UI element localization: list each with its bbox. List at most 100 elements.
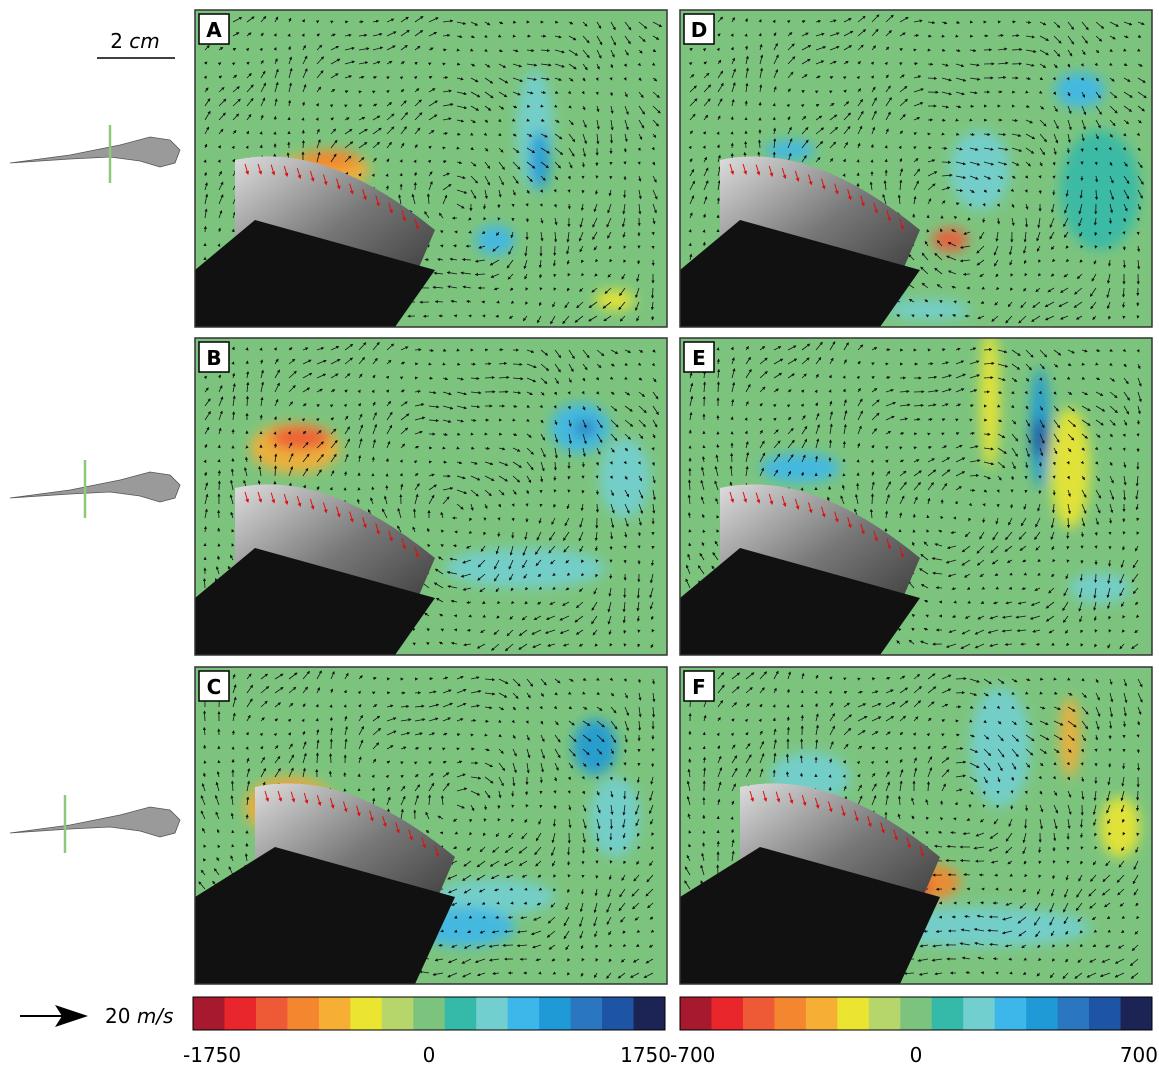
vorticity-blob	[760, 453, 840, 483]
velocity-vector	[457, 350, 459, 351]
vorticity-blob	[595, 290, 635, 310]
velocity-vector	[984, 377, 993, 378]
velocity-vector	[745, 142, 746, 148]
colorbar-swatch	[774, 997, 806, 1030]
velocity-vector	[555, 462, 556, 470]
velocity-vector	[303, 141, 304, 148]
vorticity-blob	[1060, 130, 1140, 250]
velocity-vector	[569, 204, 570, 209]
colorbar-tick-label: -700	[670, 1043, 715, 1066]
velocity-vector	[1082, 148, 1083, 151]
velocity-vector	[247, 348, 248, 350]
colorbar-swatch	[634, 997, 666, 1030]
key-value: 20	[105, 1004, 130, 1028]
velocity-vector	[485, 735, 487, 736]
velocity-vector	[513, 36, 515, 37]
velocity-vector	[441, 245, 443, 246]
velocity-vector	[1123, 763, 1124, 769]
colorbar-swatch	[869, 997, 901, 1030]
velocity-vector	[331, 705, 332, 707]
velocity-vector	[541, 106, 543, 107]
velocity-vector	[970, 490, 975, 491]
velocity-vector	[205, 227, 206, 232]
velocity-vector	[956, 678, 966, 679]
velocity-vector	[455, 629, 457, 630]
velocity-vector	[956, 36, 958, 37]
velocity-vector	[597, 476, 598, 478]
colorbar-swatch	[1089, 997, 1121, 1030]
vorticity-blob	[950, 130, 1010, 210]
panel-label: F	[692, 675, 706, 699]
velocity-vector	[844, 442, 845, 448]
vorticity-blob	[890, 300, 970, 320]
velocity-key-label: 20 m/s	[105, 1004, 173, 1028]
vorticity-blob	[530, 130, 550, 190]
velocity-vector	[624, 190, 625, 197]
vorticity-blob	[590, 777, 640, 857]
colorbar-swatch	[995, 997, 1027, 1030]
vorticity-blob	[573, 719, 617, 775]
flow-panel: D	[680, 10, 1152, 327]
colorbar-swatch	[508, 997, 540, 1030]
colorbar-tick-label: 0	[423, 1043, 436, 1066]
bat-silhouette	[10, 472, 180, 502]
velocity-vector	[373, 457, 374, 462]
velocity-vector	[372, 487, 373, 490]
vorticity-blob	[270, 426, 330, 450]
velocity-vector	[1054, 162, 1055, 165]
velocity-vector	[1068, 546, 1069, 549]
velocity-vector	[1137, 819, 1138, 821]
vorticity-blob	[980, 328, 1000, 468]
panel-content	[195, 667, 667, 984]
velocity-vector	[568, 875, 569, 877]
velocity-vector	[946, 860, 956, 861]
velocity-vector	[624, 644, 625, 646]
velocity-vector	[928, 433, 930, 434]
velocity-vector	[858, 160, 859, 162]
velocity-vector	[275, 117, 276, 120]
colorbar-swatch	[256, 997, 288, 1030]
velocity-vector	[1137, 791, 1138, 800]
velocity-vector	[513, 420, 515, 421]
velocity-vector	[455, 615, 457, 616]
velocity-vector	[942, 148, 947, 149]
velocity-vector	[484, 819, 485, 821]
velocity-vector	[555, 22, 558, 23]
panel-content	[680, 667, 1152, 984]
scale-unit: cm	[129, 29, 159, 53]
colorbar-swatch	[837, 997, 869, 1030]
key-unit: m/s	[137, 1004, 174, 1028]
colorbar-swatch	[413, 997, 445, 1030]
colorbar-swatch	[1058, 997, 1090, 1030]
velocity-vector	[457, 448, 459, 449]
scale-value: 2	[110, 29, 123, 53]
velocity-vector	[497, 302, 499, 303]
velocity-vector	[653, 232, 654, 235]
colorbar-swatch	[539, 997, 571, 1030]
velocity-vector	[443, 147, 445, 148]
colorbar-tick-label: 0	[910, 1043, 923, 1066]
velocity-vector	[485, 377, 494, 378]
colorbar-swatch	[571, 997, 603, 1030]
colorbar-tick-label: -1750	[183, 1043, 241, 1066]
flow-panel: A	[195, 10, 667, 327]
flow-panel: E	[680, 328, 1152, 655]
colorbar-swatch	[680, 997, 712, 1030]
panel-content	[680, 328, 1152, 655]
velocity-vector	[961, 860, 970, 861]
velocity-vector	[387, 692, 390, 693]
velocity-vector	[788, 717, 789, 721]
bat-silhouette	[10, 807, 180, 837]
velocity-vector	[914, 433, 917, 434]
vorticity-blob	[1032, 418, 1048, 458]
vorticity-blob	[475, 225, 515, 255]
vorticity-blob	[932, 228, 968, 252]
velocity-vector	[802, 691, 803, 693]
vorticity-blob	[575, 420, 595, 436]
velocity-vector	[1009, 959, 1012, 960]
colorbar-swatch	[350, 997, 382, 1030]
colorbar-swatch	[224, 997, 256, 1030]
velocity-vector	[788, 727, 789, 735]
panel-label: E	[692, 346, 706, 370]
velocity-vector	[689, 530, 690, 532]
